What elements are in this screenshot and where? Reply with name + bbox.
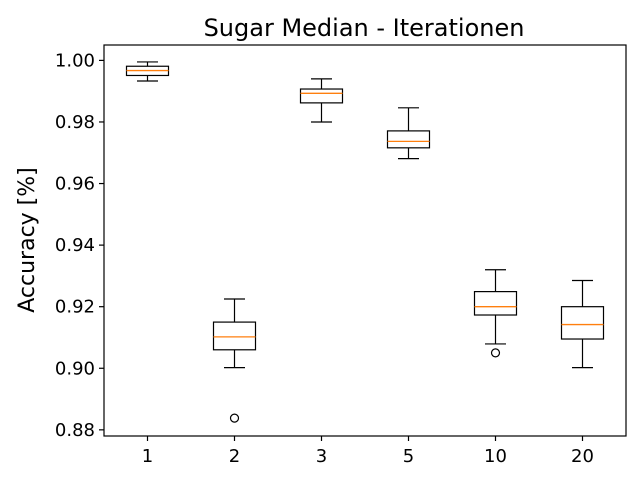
x-tick-label: 5 [403, 446, 414, 467]
y-tick-label: 0.90 [55, 358, 95, 379]
x-tick-label: 3 [316, 446, 327, 467]
y-tick-label: 0.92 [55, 297, 95, 318]
axes-frame [103, 44, 627, 437]
x-tick-label: 1 [142, 446, 153, 467]
y-axis-label: Accuracy [%] [15, 167, 40, 313]
box-iqr [473, 291, 518, 316]
box-iqr [386, 130, 431, 149]
box-iqr [560, 306, 605, 340]
box-iqr [299, 88, 344, 104]
outlier-point [490, 348, 501, 358]
box-iqr [212, 321, 257, 351]
y-tick-label: 0.98 [55, 112, 95, 133]
outlier-point [229, 413, 240, 423]
y-tick-label: 0.88 [55, 420, 95, 441]
y-tick-label: 0.96 [55, 174, 95, 195]
chart-title: Sugar Median - Iterationen [204, 14, 525, 42]
x-tick-label: 2 [229, 446, 240, 467]
y-tick-label: 0.94 [55, 235, 95, 256]
y-tick-label: 1.00 [55, 50, 95, 71]
plot-area: 0.88 0.90 0.92 0.94 0.96 0.98 1.00 1 2 3 5 10 20 [55, 44, 627, 467]
x-tick-label: 20 [571, 446, 594, 467]
x-tick-label: 10 [484, 446, 507, 467]
